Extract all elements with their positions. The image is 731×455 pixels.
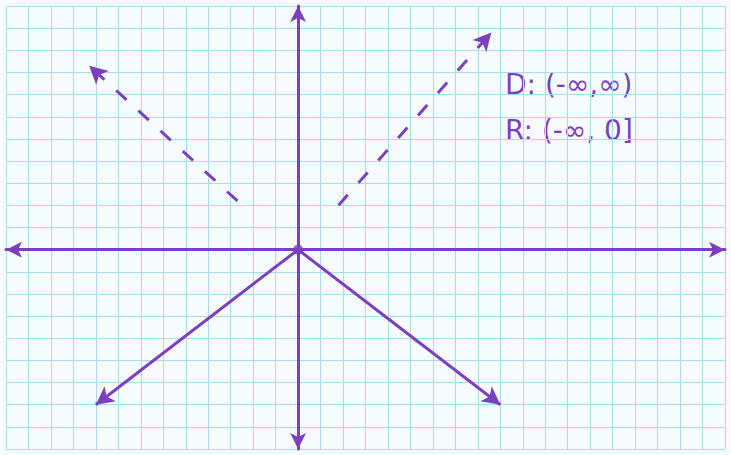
- svg-text:R: (-∞, 0]: R: (-∞, 0]: [505, 114, 633, 147]
- svg-text:D: (-∞,∞): D: (-∞,∞): [505, 67, 633, 101]
